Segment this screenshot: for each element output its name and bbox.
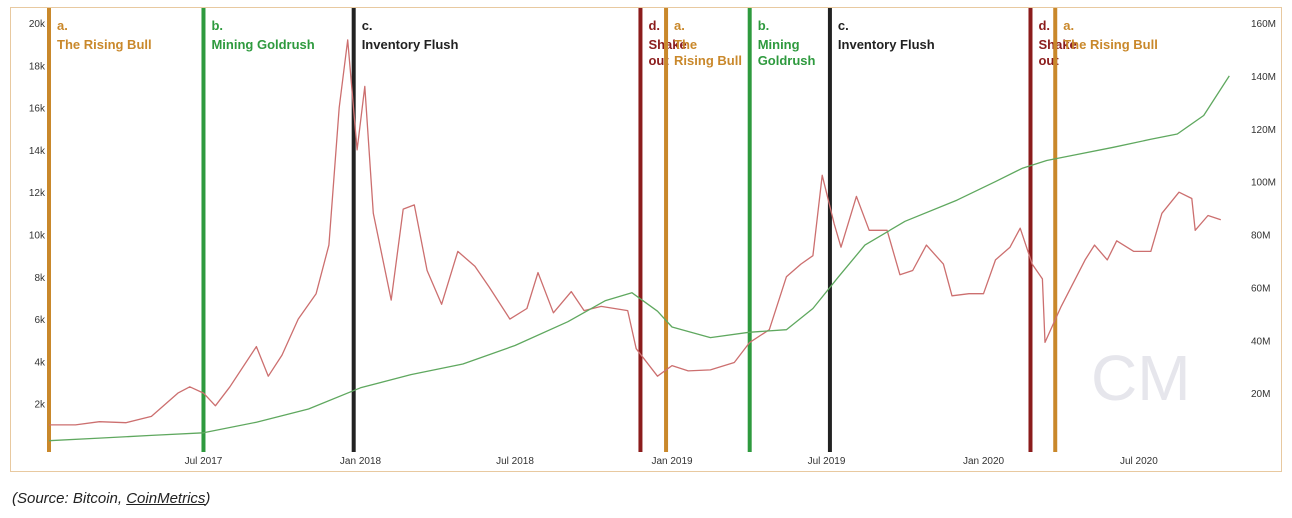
phase-2: b. Mining Goldrush	[201, 8, 315, 452]
series-line-2	[48, 75, 1230, 442]
right-tick-label-8: 160M	[1251, 19, 1276, 30]
phase-5-name-line-2: Rising Bull	[674, 53, 742, 68]
phase-7-letter: c.	[838, 18, 849, 33]
phase-5-divider	[664, 8, 669, 452]
coinmetrics-link[interactable]: CoinMetrics	[126, 490, 206, 507]
phase-6-name-line-1: Mining	[758, 37, 800, 52]
phase-7-divider	[827, 8, 832, 452]
right-axis: 20M 40M 60M 80M 100M 120M 140M 160M	[1251, 19, 1276, 400]
phase-2-letter: b.	[211, 18, 223, 33]
phase-9-name-line-1: The Rising Bull	[1063, 37, 1158, 52]
phase-1: a. The Rising Bull	[47, 8, 152, 452]
phase-7: c. Inventory Flush	[827, 8, 935, 452]
chart-svg: CM a. The Rising Bull b. Mining Goldrush c. I…	[29, 8, 1276, 467]
left-tick-label-4: 8k	[34, 273, 46, 284]
left-tick-label-5: 10k	[29, 231, 46, 242]
right-tick-label-4: 80M	[1251, 231, 1270, 242]
right-tick-label-3: 60M	[1251, 283, 1270, 294]
left-tick-label-6: 12k	[29, 188, 46, 199]
phase-9-letter: a.	[1063, 18, 1074, 33]
x-tick-label-4: Jan 2019	[651, 456, 693, 467]
left-tick-label-8: 16k	[29, 104, 46, 115]
phase-bands: a. The Rising Bull b. Mining Goldrush c. Inve…	[47, 8, 1158, 452]
phase-3-divider	[351, 8, 356, 452]
right-tick-label-2: 40M	[1251, 336, 1270, 347]
phase-9: a. The Rising Bull	[1053, 8, 1158, 452]
right-tick-label-7: 140M	[1251, 72, 1276, 83]
bottom-axis: Jul 2017 Jan 2018 Jul 2018 Jan 2019 Jul 2019…	[185, 456, 1159, 467]
phase-6-name-line-2: Goldrush	[758, 53, 816, 68]
phase-3-name-line-1: Inventory Flush	[362, 37, 459, 52]
x-tick-label-5: Jul 2019	[808, 456, 846, 467]
phase-9-divider	[1053, 8, 1058, 452]
right-tick-label-1: 20M	[1251, 389, 1270, 400]
chart-frame: CM a. The Rising Bull b. Mining Goldrush c. I…	[10, 7, 1282, 472]
phase-1-letter: a.	[57, 18, 68, 33]
phase-3: c. Inventory Flush	[351, 8, 459, 452]
phase-6-letter: b.	[758, 18, 770, 33]
left-tick-label-3: 6k	[34, 315, 46, 326]
x-tick-label-2: Jan 2018	[340, 456, 382, 467]
x-tick-label-3: Jul 2018	[496, 456, 534, 467]
left-axis: 2k 4k 6k 8k 10k 12k 14k 16k 18k 20k	[29, 19, 46, 411]
right-tick-label-6: 120M	[1251, 125, 1276, 136]
phase-5-name-line-1: The	[674, 37, 697, 52]
left-tick-label-1: 2k	[34, 400, 46, 411]
source-prefix: (Source: Bitcoin,	[12, 490, 127, 507]
source-note: (Source: Bitcoin, CoinMetrics)	[12, 490, 210, 507]
left-tick-label-7: 14k	[29, 146, 46, 157]
x-tick-label-1: Jul 2017	[185, 456, 223, 467]
phase-3-letter: c.	[362, 18, 373, 33]
right-tick-label-5: 100M	[1251, 178, 1276, 189]
phase-2-name-line-1: Mining Goldrush	[211, 37, 314, 52]
source-suffix: )	[205, 490, 211, 507]
x-tick-label-7: Jul 2020	[1120, 456, 1158, 467]
phase-8-name-line-1: Shake	[1038, 37, 1076, 52]
left-tick-label-9: 18k	[29, 61, 46, 72]
phase-1-name-line-1: The Rising Bull	[57, 37, 152, 52]
x-tick-label-6: Jan 2020	[963, 456, 1005, 467]
left-tick-label-10: 20k	[29, 19, 46, 30]
phase-8-letter: d.	[1038, 18, 1050, 33]
series-line-1	[49, 39, 1222, 426]
phase-2-divider	[201, 8, 206, 452]
phase-5-letter: a.	[674, 18, 685, 33]
phase-8-divider	[1028, 8, 1033, 452]
phase-6-divider	[747, 8, 752, 452]
phase-7-name-line-1: Inventory Flush	[838, 37, 935, 52]
phase-1-divider	[47, 8, 51, 452]
series-lines	[48, 39, 1230, 442]
phase-4-letter: d.	[648, 18, 660, 33]
left-tick-label-2: 4k	[34, 357, 46, 368]
phase-4-divider	[638, 8, 643, 452]
watermark-logo: CM	[1091, 342, 1191, 414]
